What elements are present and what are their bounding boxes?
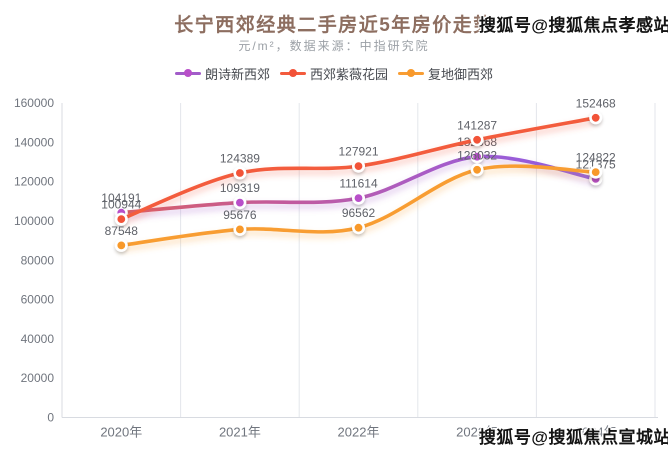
- data-label: 127921: [338, 145, 378, 159]
- data-point[interactable]: [351, 221, 365, 235]
- legend-item-fudiyuxijiao[interactable]: 复地御西郊: [398, 64, 493, 83]
- data-point[interactable]: [233, 222, 247, 236]
- data-label: 141287: [457, 118, 497, 132]
- data-point[interactable]: [470, 150, 484, 164]
- data-point[interactable]: [351, 159, 365, 173]
- data-point[interactable]: [589, 165, 603, 179]
- data-label: 104191: [101, 191, 141, 205]
- data-label: 124389: [220, 152, 260, 166]
- legend-line-dot-icon: [174, 69, 201, 78]
- y-axis-tick-label: 20000: [21, 371, 55, 385]
- y-axis-tick-label: 0: [47, 411, 54, 425]
- chart-subtitle: 元/m²，数据来源：中指研究院: [238, 39, 430, 53]
- legend-label: 朗诗新西郊: [204, 66, 270, 82]
- watermark-bottom: 搜狐号@搜狐焦点宣城站: [478, 428, 668, 447]
- y-axis-tick-label: 60000: [21, 293, 55, 307]
- y-axis-tick-label: 40000: [21, 332, 55, 346]
- data-label: 87548: [105, 224, 139, 238]
- chart-legend: 朗诗新西郊 西郊紫薇花园 复地御西郊: [0, 64, 668, 83]
- y-axis-tick-label: 100000: [14, 214, 54, 228]
- y-axis-tick-label: 140000: [14, 135, 54, 149]
- data-label: 152468: [576, 96, 616, 110]
- x-axis-labels: 2020年 2021年 2022年 2023年 2024年: [100, 425, 616, 440]
- data-point[interactable]: [114, 238, 128, 252]
- data-point[interactable]: [233, 196, 247, 210]
- x-axis-tick-label: 2022年: [338, 425, 380, 440]
- legend-line-dot-icon: [398, 69, 424, 78]
- x-axis-tick-label: 2024年: [575, 425, 617, 440]
- y-axis-tick-label: 160000: [14, 96, 54, 110]
- data-label: 124822: [576, 151, 616, 165]
- data-point[interactable]: [589, 111, 603, 125]
- data-label: 96562: [342, 206, 376, 220]
- data-point[interactable]: [233, 166, 247, 180]
- y-axis-tick-label: 120000: [14, 175, 54, 189]
- data-point[interactable]: [470, 133, 484, 147]
- data-label: 109319: [220, 181, 260, 195]
- data-label: 100944: [101, 198, 141, 212]
- data-point[interactable]: [114, 212, 128, 226]
- legend-label: 复地御西郊: [428, 66, 494, 82]
- legend-item-langshixinxijiao[interactable]: 朗诗新西郊: [174, 64, 270, 83]
- y-axis-tick-label: 80000: [21, 253, 55, 267]
- data-point[interactable]: [351, 191, 365, 205]
- x-axis-tick-label: 2020年: [100, 425, 142, 440]
- data-point[interactable]: [470, 163, 484, 177]
- x-axis-tick-label: 2023年: [456, 425, 498, 440]
- series-复地御西郊: 87548 95676 96562 126032 124822: [105, 148, 616, 252]
- series-西郊紫薇花园: 100944 124389 127921 141287 152468: [101, 96, 616, 226]
- data-label: 111614: [339, 177, 378, 191]
- chart-title: 长宁西郊经典二手房近5年房价走势: [174, 15, 494, 36]
- legend-label: 西郊紫薇花园: [309, 66, 388, 82]
- x-axis-tick-label: 2021年: [219, 425, 261, 440]
- y-axis-labels: 0 20000 40000 60000 80000 100000 120000 140000 1…: [14, 96, 54, 425]
- data-label: 126032: [457, 148, 497, 162]
- watermark-top: 搜狐号@搜狐焦点孝感站: [478, 16, 668, 35]
- data-label: 95676: [223, 208, 257, 222]
- legend-item-xijiaoziweihuayuan[interactable]: 西郊紫薇花园: [279, 64, 388, 83]
- legend-line-dot-icon: [279, 69, 306, 78]
- data-label: 121375: [576, 157, 616, 171]
